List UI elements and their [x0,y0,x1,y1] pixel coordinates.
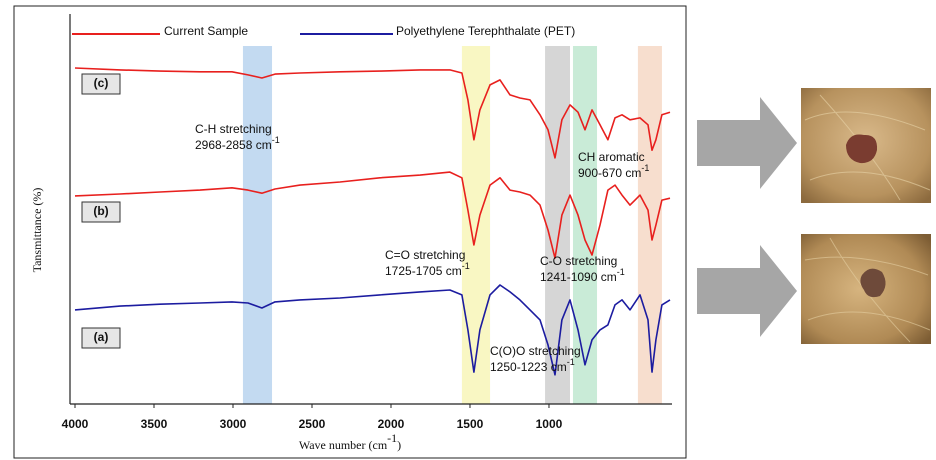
arrow [697,97,797,189]
annotation-range-text: 2968-2858 cm [195,138,272,152]
x-tick-label: 4000 [62,417,89,431]
band [461,46,491,404]
x-axis-title-text: Wave number (cm [299,438,388,452]
annotation-range-text: 1241-1090 cm [540,270,617,284]
x-axis-title-sup: -1 [387,431,397,445]
annotation-range-sup: -1 [462,261,470,271]
arrow [697,245,797,337]
spectrum-line [74,67,671,159]
annotation-label: CH aromatic [578,150,645,164]
annotation-label: C(O)O stretching [490,344,581,358]
series-label: (a) [94,330,109,344]
series-label-box [81,327,121,349]
x-tick-label: 3500 [141,417,168,431]
annotation-range: 1250-1223 cm-1 [490,357,575,374]
annotation-label: C=O stretching [385,248,465,262]
series-label-box [81,201,121,223]
figure-frame [13,5,687,459]
y-axis-title: Tansmittance (%) [30,188,44,273]
annotation-range: 2968-2858 cm-1 [195,135,280,152]
annotation-range: 1241-1090 cm-1 [540,267,625,284]
x-tick-label: 1500 [457,417,484,431]
spectrum-line [74,284,671,376]
series-label: (b) [93,204,108,218]
annotation-label: C-H stretching [195,122,272,136]
annotation-range: 900-670 cm-1 [578,163,649,180]
band [545,46,570,404]
plot-area: 4000 3500 3000 2500 2000 1500 1000 Tansmittance… [30,14,672,452]
x-tick-label: 2500 [299,417,326,431]
annotation-range-sup: -1 [641,163,649,173]
band [572,46,598,404]
annotation-label: C-O stretching [540,254,617,268]
band [242,46,273,404]
annotation-range-text: 1250-1223 cm [490,360,567,374]
legend-label: Polyethylene Terephthalate (PET) [396,24,575,38]
x-axis-title-end: ) [397,438,401,452]
spectrum-line [74,171,671,259]
annotation-range-sup: -1 [567,357,575,367]
x-tick-label: 1000 [536,417,563,431]
photo [801,88,931,203]
series-label: (c) [94,76,109,90]
legend-label: Current Sample [164,24,248,38]
annotation-range-text: 1725-1705 cm [385,264,462,278]
x-tick-label: 2000 [378,417,405,431]
series-label-box [81,73,121,95]
annotation-range-sup: -1 [617,267,625,277]
annotation-range-text: 900-670 cm [578,166,641,180]
annotation-range: 1725-1705 cm-1 [385,261,470,278]
photo [801,234,931,344]
annotation-range-sup: -1 [272,135,280,145]
x-axis-title: Wave number (cm-1) [299,431,401,452]
x-tick-label: 3000 [220,417,247,431]
